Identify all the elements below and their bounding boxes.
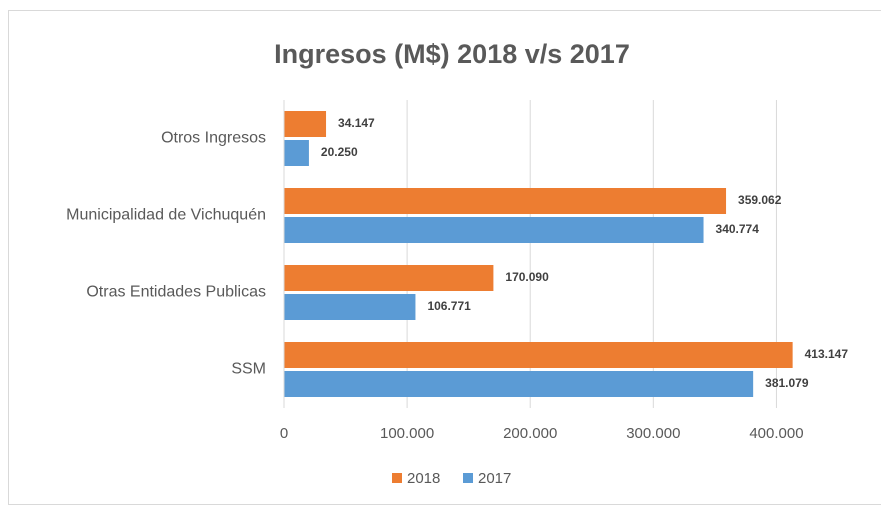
y-tick-label: Municipalidad de Vichuquén bbox=[66, 207, 266, 224]
data-label: 106.771 bbox=[427, 299, 471, 313]
y-tick-label: SSM bbox=[231, 361, 266, 378]
bar bbox=[284, 111, 327, 137]
legend-label: 2017 bbox=[478, 470, 511, 487]
y-tick-label: Otros Ingresos bbox=[161, 130, 266, 147]
bar bbox=[284, 140, 309, 166]
x-tick-label: 0 bbox=[280, 425, 288, 442]
data-label: 340.774 bbox=[716, 222, 760, 236]
data-label: 413.147 bbox=[805, 347, 849, 361]
data-label: 20.250 bbox=[321, 145, 358, 159]
chart-title: Ingresos (M$) 2018 v/s 2017 bbox=[274, 39, 630, 69]
bar bbox=[284, 188, 727, 214]
bar bbox=[284, 265, 494, 291]
x-tick-label: 100.000 bbox=[380, 425, 434, 442]
y-tick-label: Otras Entidades Publicas bbox=[86, 284, 266, 301]
bar bbox=[284, 342, 793, 368]
bar bbox=[284, 294, 416, 320]
data-label: 359.062 bbox=[738, 193, 782, 207]
x-tick-label: 400.000 bbox=[749, 425, 803, 442]
x-tick-label: 200.000 bbox=[503, 425, 557, 442]
x-tick-label: 300.000 bbox=[626, 425, 680, 442]
chart-frame bbox=[8, 10, 881, 505]
legend-label: 2018 bbox=[407, 470, 440, 487]
legend-swatch bbox=[392, 473, 402, 483]
data-label: 170.090 bbox=[505, 270, 549, 284]
legend-swatch bbox=[463, 473, 473, 483]
bar bbox=[284, 217, 704, 243]
data-label: 34.147 bbox=[338, 116, 375, 130]
data-label: 381.079 bbox=[765, 376, 809, 390]
bar bbox=[284, 371, 754, 397]
